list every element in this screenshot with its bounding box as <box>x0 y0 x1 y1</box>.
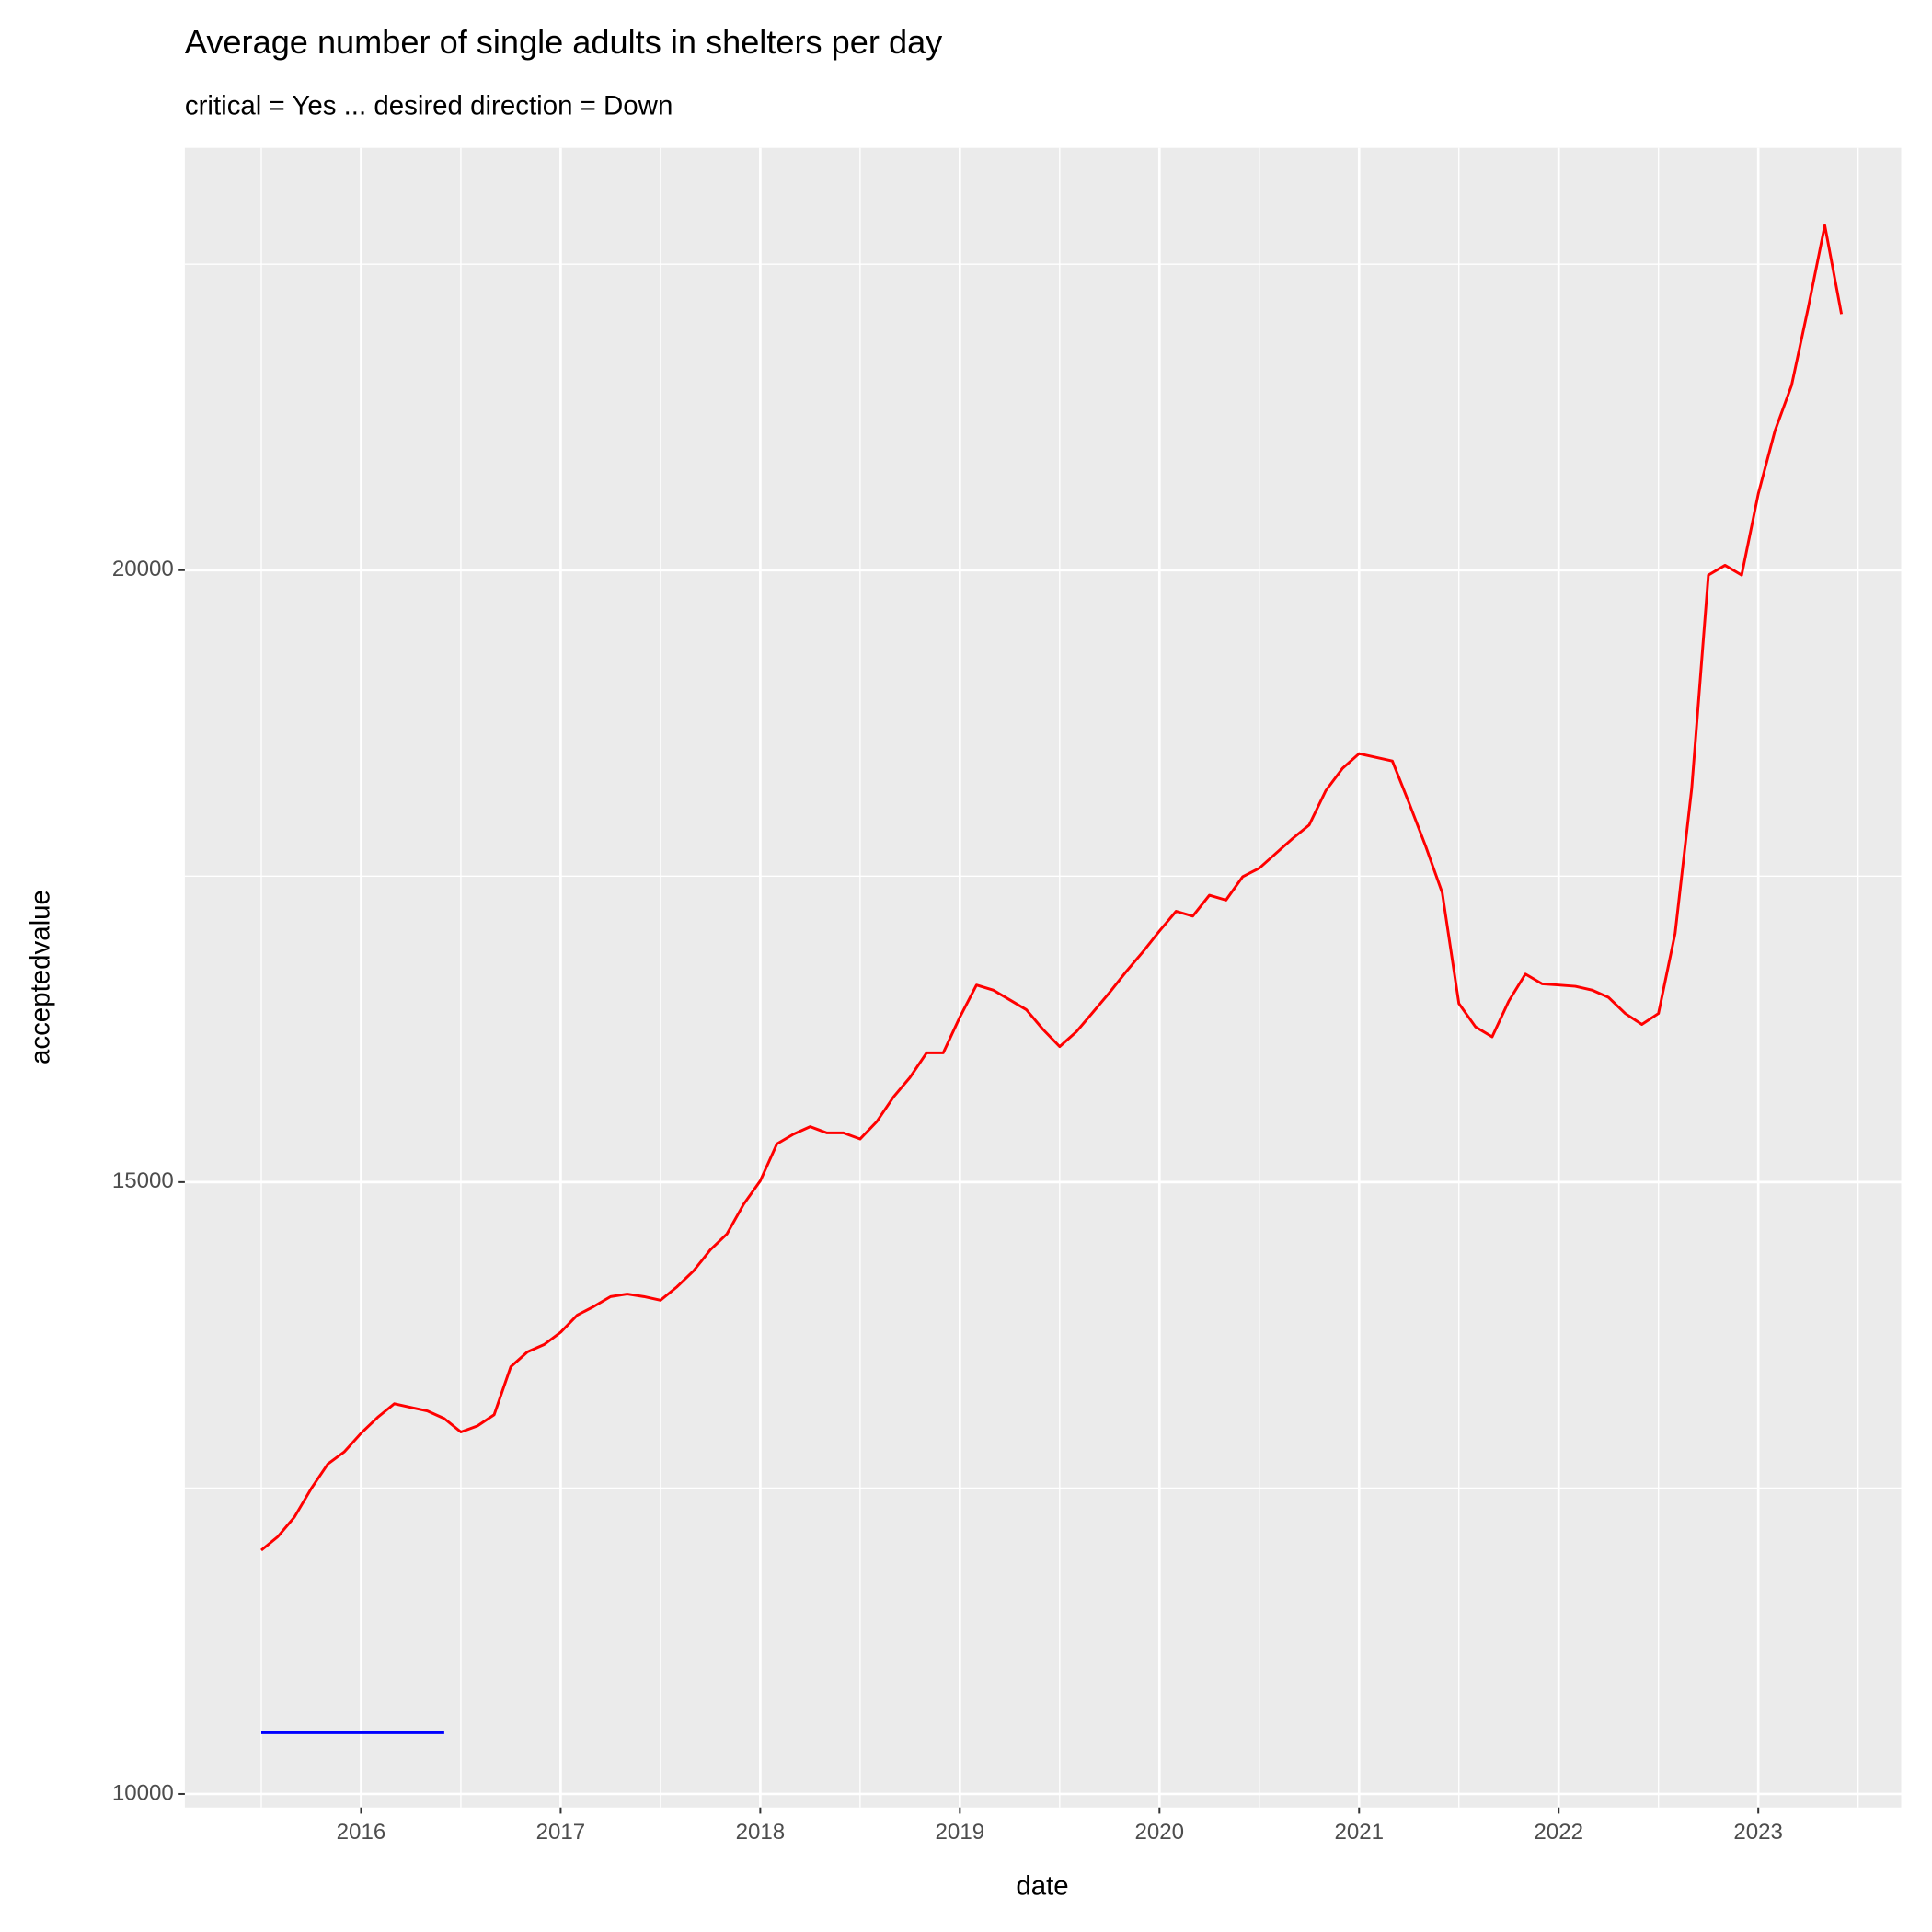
chart-subtitle: critical = Yes ... desired direction = D… <box>185 90 673 121</box>
x-tick-label: 2022 <box>1534 1820 1583 1845</box>
x-tick-label: 2017 <box>536 1820 586 1845</box>
panel <box>184 147 1902 1808</box>
series-line <box>260 224 1844 1552</box>
x-axis-title: date <box>1016 1871 1068 1902</box>
y-axis-title: acceptedvalue <box>25 890 55 1064</box>
grid <box>184 147 1902 1808</box>
chart-title: Average number of single adults in shelt… <box>185 23 942 61</box>
x-tick-label: 2016 <box>337 1820 386 1845</box>
x-tick-label: 2019 <box>936 1820 985 1845</box>
x-tick-label: 2018 <box>736 1820 786 1845</box>
x-tick-label: 2020 <box>1134 1820 1184 1845</box>
y-tick-label: 20000 <box>112 557 174 581</box>
y-tick-label: 15000 <box>112 1168 174 1193</box>
x-tick-label: 2021 <box>1334 1820 1384 1845</box>
x-tick-label: 2023 <box>1733 1820 1783 1845</box>
marks <box>260 224 1844 1734</box>
y-tick-label: 10000 <box>112 1780 174 1805</box>
